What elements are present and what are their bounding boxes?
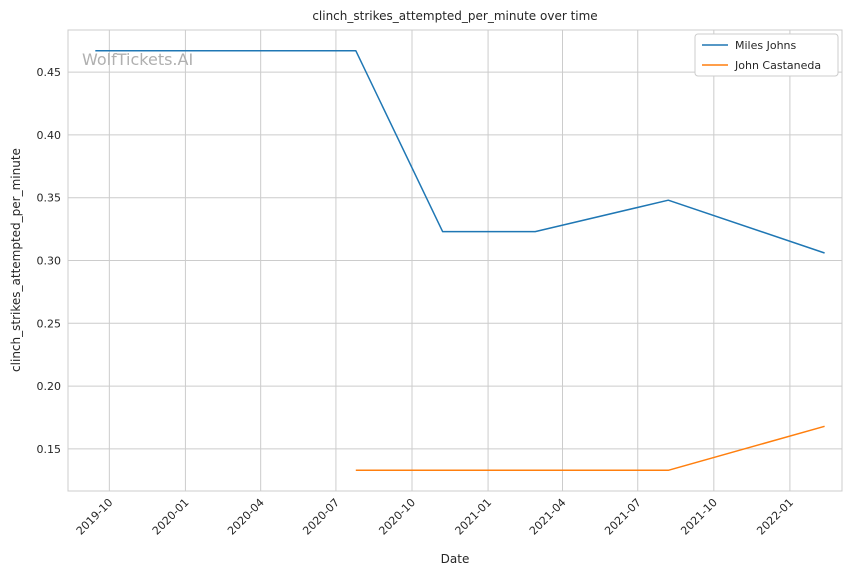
- legend-label-john-castaneda: John Castaneda: [734, 59, 821, 72]
- legend-label-miles-johns: Miles Johns: [735, 39, 797, 52]
- x-tick-label: 2020-01: [150, 496, 192, 538]
- y-axis-label: clinch_strikes_attempted_per_minute: [9, 148, 23, 372]
- x-tick-label: 2021-01: [453, 496, 495, 538]
- x-tick-label: 2020-07: [300, 496, 342, 538]
- x-tick-label: 2019-10: [74, 496, 116, 538]
- x-tick-label: 2020-10: [376, 496, 418, 538]
- chart-title: clinch_strikes_attempted_per_minute over…: [312, 9, 597, 23]
- series-lines: [95, 49, 825, 472]
- legend-box: [694, 33, 839, 77]
- y-tick-label: 0.15: [37, 443, 62, 456]
- series-line-1: [355, 425, 825, 472]
- y-tick-label: 0.20: [37, 380, 62, 393]
- x-tick-label: 2021-04: [527, 496, 569, 538]
- y-tick-label: 0.30: [37, 255, 62, 268]
- x-tick-label: 2021-10: [678, 496, 720, 538]
- x-tick-label: 2022-01: [754, 496, 796, 538]
- y-tick-label: 0.40: [37, 129, 62, 142]
- y-tick-label: 0.35: [37, 192, 62, 205]
- legend: Miles Johns John Castaneda: [694, 33, 839, 77]
- y-tick-label: 0.25: [37, 317, 62, 330]
- plot-area-frame: [67, 29, 843, 492]
- series-line-0: [95, 49, 825, 254]
- x-tick-label: 2020-04: [225, 496, 267, 538]
- grid-lines: [68, 30, 842, 491]
- watermark-text: WolfTickets.AI: [82, 50, 193, 69]
- x-axis-label: Date: [441, 552, 470, 566]
- y-tick-label: 0.45: [37, 66, 62, 79]
- x-tick-label: 2021-07: [602, 496, 644, 538]
